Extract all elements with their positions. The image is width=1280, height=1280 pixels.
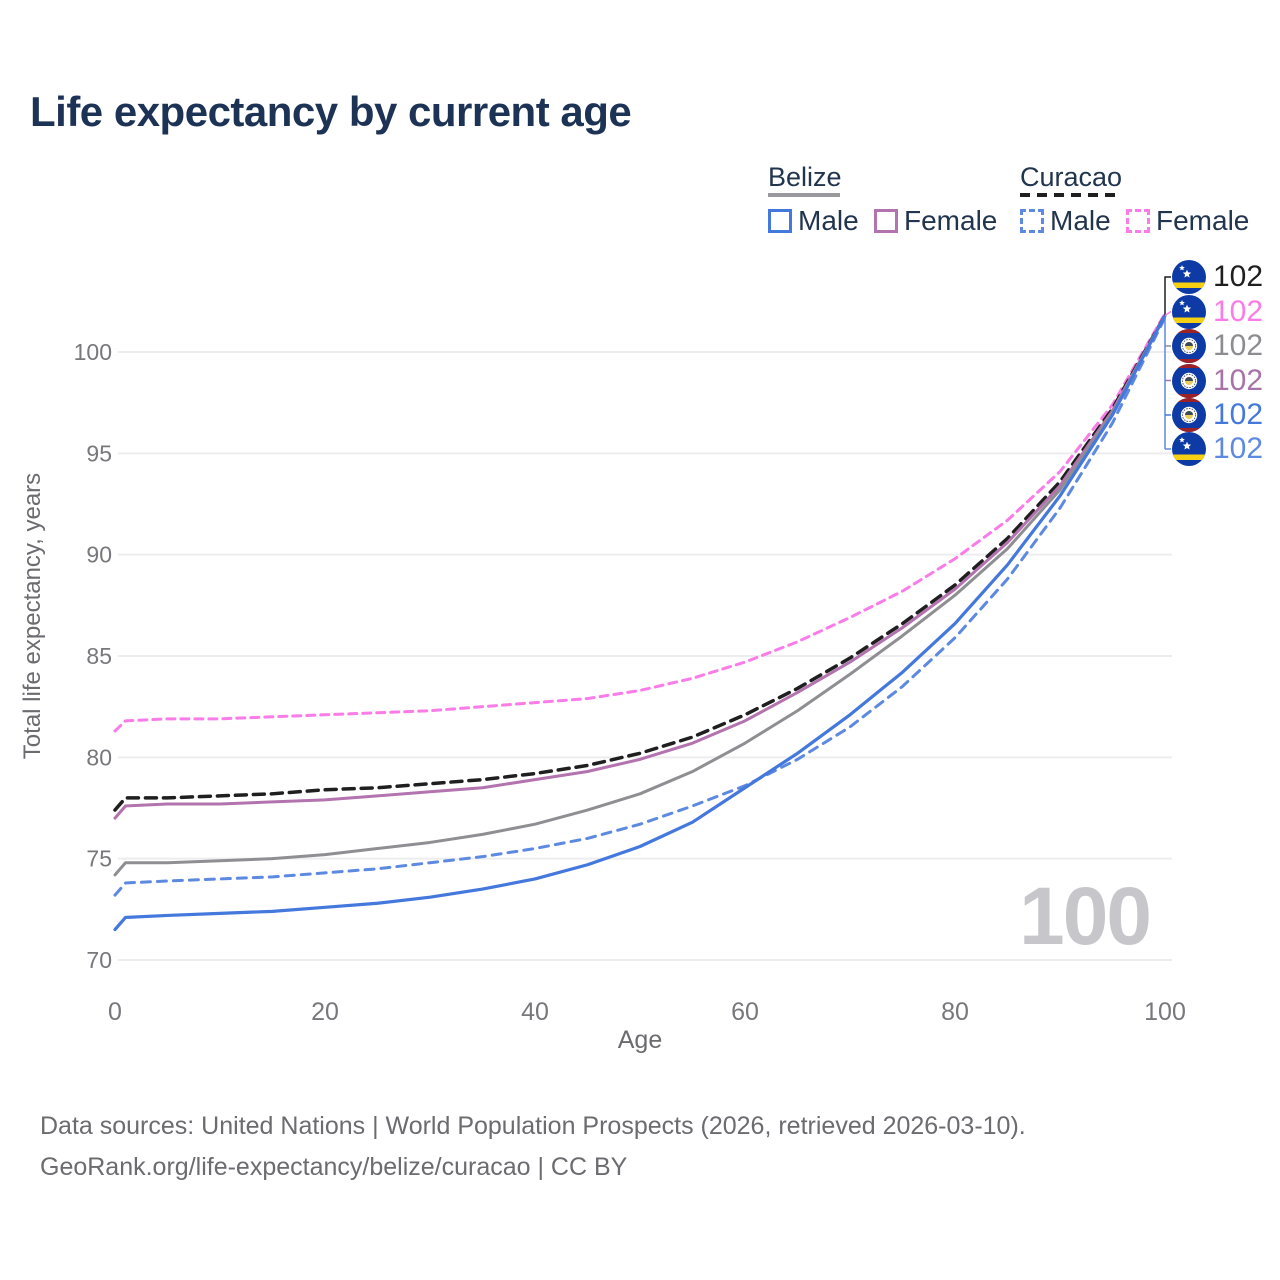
belize-flag-icon bbox=[1172, 398, 1206, 432]
x-tick-label: 0 bbox=[108, 998, 122, 1026]
legend-item-belize-male[interactable]: Male bbox=[768, 205, 859, 237]
y-tick-label: 95 bbox=[86, 440, 112, 466]
legend-group-belize-title: Belize bbox=[768, 162, 842, 192]
footer-sources: Data sources: United Nations | World Pop… bbox=[40, 1112, 1026, 1140]
belize-female-swatch-icon bbox=[874, 209, 898, 233]
y-axis-title: Total life expectancy, years bbox=[19, 472, 46, 760]
end-label-row[interactable]: 102 bbox=[1172, 294, 1264, 329]
footer-attribution: GeoRank.org/life-expectancy/belize/curac… bbox=[40, 1153, 628, 1181]
x-tick-label: 100 bbox=[1144, 998, 1186, 1026]
legend-item-belize-female[interactable]: Female bbox=[874, 205, 997, 237]
x-axis-title: Age bbox=[617, 1026, 663, 1054]
curacao-female-swatch-icon bbox=[1126, 209, 1150, 233]
y-tick-label: 80 bbox=[86, 744, 112, 770]
line-belize bbox=[113, 314, 1167, 877]
curacao-flag-icon bbox=[1172, 432, 1206, 466]
y-tick-label: 100 bbox=[74, 339, 112, 365]
legend-item-curacao-female[interactable]: Female bbox=[1126, 205, 1249, 237]
footer: Data sources: United Nations | World Pop… bbox=[40, 1106, 1026, 1188]
end-value-label: 102 bbox=[1213, 329, 1264, 362]
end-value-label: 102 bbox=[1213, 398, 1264, 431]
y-tick-label: 75 bbox=[86, 846, 112, 872]
belize-flag-icon bbox=[1172, 363, 1206, 398]
belize-flag-icon bbox=[1172, 329, 1206, 363]
legend-item-label: Female bbox=[1156, 205, 1250, 236]
curacao-flag-icon bbox=[1172, 294, 1206, 329]
end-label-row[interactable]: 102 bbox=[1172, 260, 1263, 294]
line-curacao-female bbox=[113, 311, 1167, 733]
end-label-row[interactable]: 102 bbox=[1172, 432, 1263, 466]
line-belize-male bbox=[113, 313, 1167, 932]
end-label-row[interactable]: 102 bbox=[1172, 363, 1264, 398]
end-value-label: 102 bbox=[1213, 260, 1264, 293]
leader-line bbox=[1164, 276, 1171, 316]
end-value-label: 102 bbox=[1213, 294, 1264, 328]
belize-male-swatch-icon bbox=[768, 209, 792, 233]
curacao-male-swatch-icon bbox=[1020, 209, 1044, 233]
curacao-flag-icon bbox=[1172, 260, 1206, 294]
end-label-row[interactable]: 102 bbox=[1172, 398, 1263, 432]
legend-group-curacao-title: Curacao bbox=[1020, 162, 1123, 192]
x-tick-label: 20 bbox=[311, 998, 339, 1026]
legend-item-label: Male bbox=[1050, 205, 1111, 236]
legend-item-label: Female bbox=[904, 205, 998, 236]
y-tick-label: 85 bbox=[86, 643, 112, 669]
y-tick-label: 90 bbox=[86, 542, 112, 568]
end-label-row[interactable]: 102 bbox=[1172, 329, 1263, 363]
line-curacao-male bbox=[113, 316, 1167, 897]
legend-belize-line-swatch bbox=[768, 193, 840, 197]
age-counter-watermark: 100 bbox=[1019, 871, 1152, 962]
x-tick-label: 60 bbox=[731, 998, 759, 1026]
leader-line bbox=[1164, 310, 1172, 317]
page-title: Life expectancy by current age bbox=[30, 88, 632, 135]
line-belize-female bbox=[113, 314, 1167, 820]
chart-canvas: 70 75 80 85 90 95 100 0 20 40 60 80 100 bbox=[74, 276, 1186, 1026]
x-tick-label: 80 bbox=[941, 998, 969, 1026]
x-tick-label: 40 bbox=[521, 998, 549, 1026]
y-tick-label: 70 bbox=[86, 947, 112, 973]
legend-item-label: Male bbox=[798, 205, 859, 236]
end-value-label: 102 bbox=[1213, 432, 1264, 465]
line-curacao bbox=[113, 313, 1167, 812]
legend-item-curacao-male[interactable]: Male bbox=[1020, 205, 1111, 237]
legend-curacao-line-swatch bbox=[1020, 193, 1117, 197]
end-value-label: 102 bbox=[1213, 363, 1264, 397]
